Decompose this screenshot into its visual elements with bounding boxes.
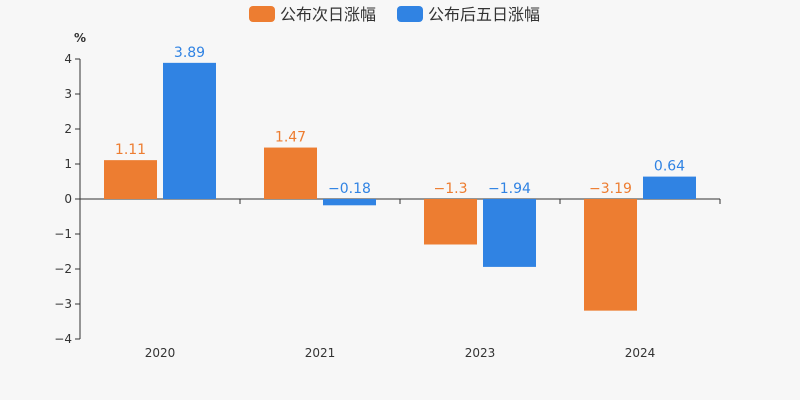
x-tick-label: 2024 <box>625 346 656 360</box>
y-tick-label: −3 <box>54 297 72 311</box>
y-tick-label: −4 <box>54 332 72 346</box>
bar-series-1 <box>104 160 157 199</box>
bar-series-2 <box>643 176 696 199</box>
data-label-series-1: −1.3 <box>434 181 468 197</box>
x-tick-label: 2023 <box>465 346 496 360</box>
data-label-series-2: 0.64 <box>654 159 685 175</box>
bar-series-1 <box>584 199 637 311</box>
legend-item-series-1[interactable]: 公布次日涨幅 <box>249 5 376 24</box>
y-tick-label: 3 <box>64 87 72 101</box>
y-tick-label: 1 <box>64 157 72 171</box>
plot-area: 4 3 2 1 0 −1 −2 −3 −4 2020 2021 2023 2024 1.11 1.47 −1.… <box>54 45 721 360</box>
legend: 公布次日涨幅 公布后五日涨幅 <box>249 5 540 24</box>
bar-series-2 <box>323 199 376 206</box>
data-label-series-1: 1.11 <box>115 142 146 158</box>
y-axis-unit: % <box>74 31 86 45</box>
bar-series-2 <box>163 62 216 199</box>
y-tick-label: 0 <box>64 192 72 206</box>
data-label-series-2: −1.94 <box>488 181 531 197</box>
bar-series-2 <box>483 199 536 267</box>
y-tick-label: −2 <box>54 262 72 276</box>
x-tick-label: 2021 <box>305 346 336 360</box>
legend-item-series-2[interactable]: 公布后五日涨幅 <box>397 5 540 24</box>
x-tick-label: 2020 <box>145 346 176 360</box>
data-label-series-2: −0.18 <box>328 181 371 197</box>
y-tick-label: 4 <box>64 52 72 66</box>
legend-label-series-2: 公布后五日涨幅 <box>428 5 540 24</box>
data-label-series-1: −3.19 <box>589 181 632 197</box>
legend-swatch-series-2 <box>397 6 423 22</box>
y-tick-label: −1 <box>54 227 72 241</box>
data-label-series-2: 3.89 <box>174 45 205 61</box>
bar-series-1 <box>264 147 317 199</box>
legend-swatch-series-1 <box>249 6 275 22</box>
y-tick-label: 2 <box>64 122 72 136</box>
legend-label-series-1: 公布次日涨幅 <box>280 5 376 24</box>
bar-series-1 <box>424 199 477 245</box>
data-label-series-1: 1.47 <box>275 130 306 146</box>
